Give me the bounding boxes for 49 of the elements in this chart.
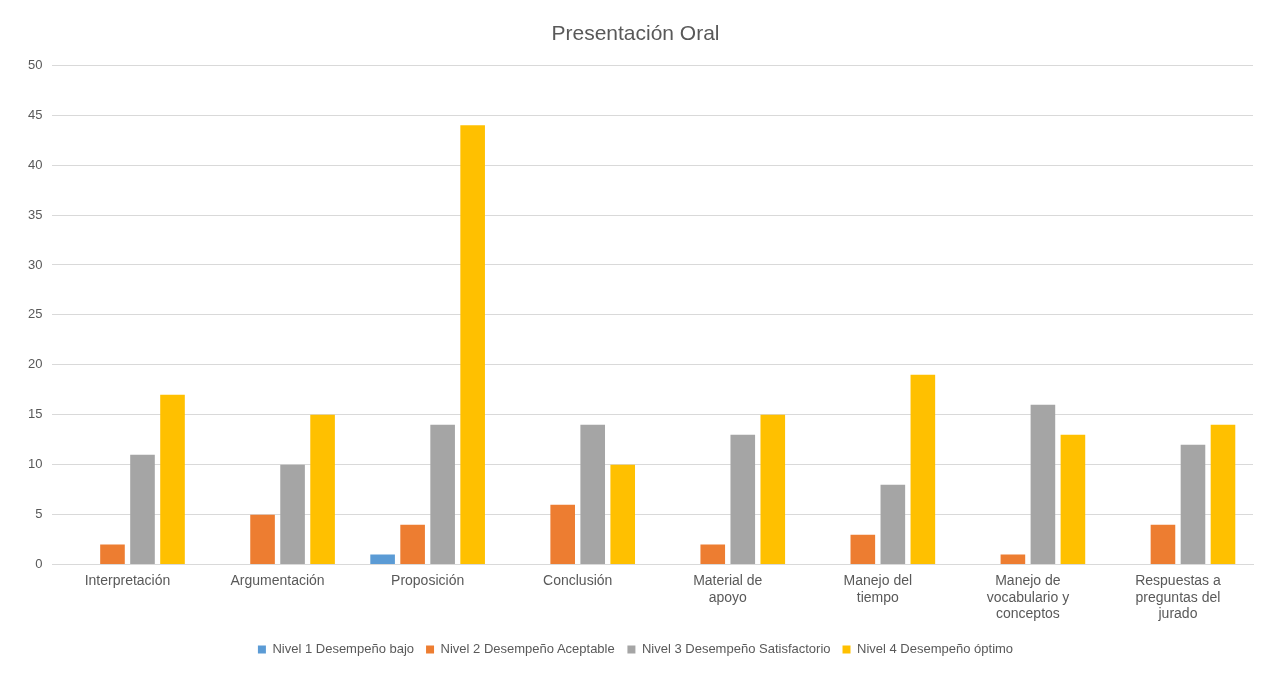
bar [160,394,185,565]
x-tick-label: Interpretación [84,571,171,588]
bar [250,514,275,565]
bar [730,434,756,565]
y-tick-label: 25 [27,306,43,322]
y-tick-label: 35 [27,206,43,222]
bar [430,424,455,565]
bar [700,544,726,565]
bar [130,454,155,565]
bar [550,504,575,565]
bar [880,484,906,565]
y-tick-label: 0 [35,556,43,572]
x-tick-label: Manejo del tiempo [843,571,913,605]
x-tick-label: Material de apoyo [693,571,763,605]
bar [310,414,335,565]
x-tick-label: Respuestas a preguntas del jurado [1135,571,1221,622]
bar [580,424,606,565]
x-tick-label: Argumentación [230,571,325,588]
bar [850,534,876,565]
x-tick-label: Conclusión [543,571,613,588]
bar [100,544,125,565]
y-tick-label: 40 [27,156,43,172]
y-tick-label: 10 [27,456,43,472]
bar [1030,404,1056,565]
bar [370,554,395,565]
bar [1210,424,1236,565]
bar [1060,434,1086,565]
legend-label: Nivel 1 Desempeño bajo [272,641,415,657]
bar [1150,524,1176,565]
x-tick-label: Proposición [391,571,465,588]
legend-label: Nivel 3 Desempeño Satisfactorio [641,641,831,657]
bar [1000,554,1026,565]
y-tick-label: 30 [27,256,43,272]
chart-title: Presentación Oral [551,21,720,45]
bar [1180,444,1206,565]
bar [910,374,936,565]
legend-label: Nivel 2 Desempeño Aceptable [440,641,615,657]
y-tick-label: 20 [27,356,43,372]
bar [400,524,425,565]
legend-label: Nivel 4 Desempeño óptimo [857,641,1014,657]
y-tick-label: 15 [27,406,43,422]
bar [610,464,636,565]
bar [460,125,485,565]
y-tick-label: 45 [27,106,43,122]
bar [760,414,786,565]
bar [280,464,305,565]
y-tick-label: 5 [35,506,43,522]
x-tick-label: Manejo de vocabulario y conceptos [986,571,1070,622]
y-tick-label: 50 [27,56,43,72]
